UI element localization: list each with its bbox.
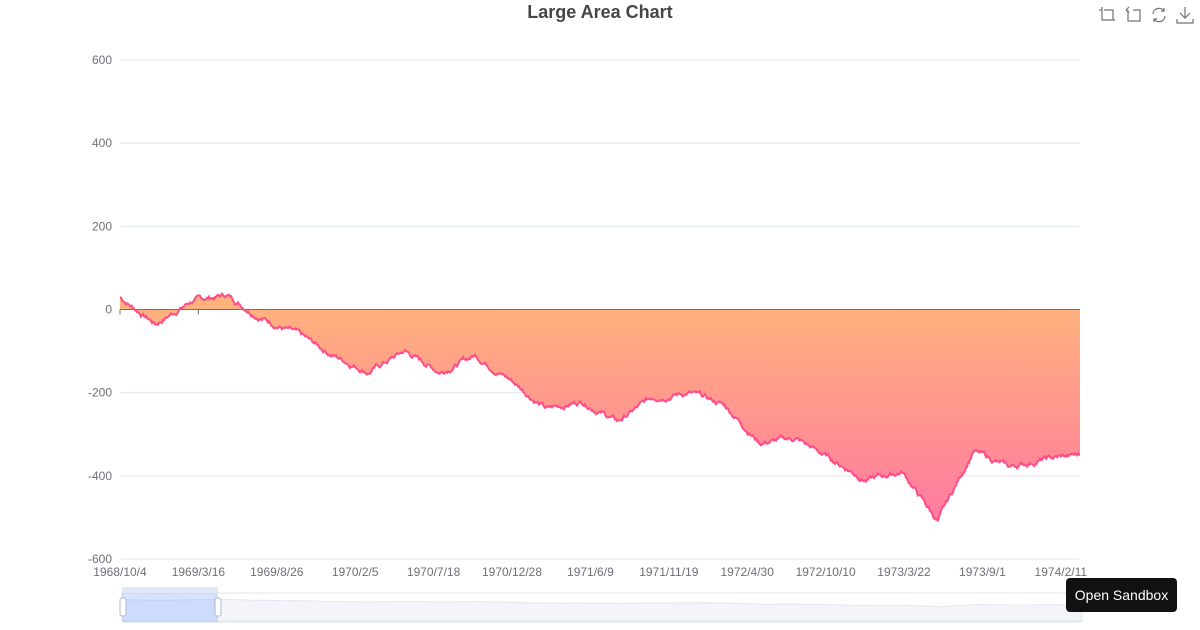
x-tick-label: 1971/6/9 bbox=[567, 565, 614, 579]
x-tick-label: 1969/8/26 bbox=[250, 565, 304, 579]
x-tick-label: 1968/10/4 bbox=[93, 565, 147, 579]
x-tick-label: 1970/12/28 bbox=[482, 565, 542, 579]
y-axis: 600 400 200 0 -200 -400 -600 bbox=[88, 53, 112, 566]
x-tick-label: 1972/4/30 bbox=[721, 565, 775, 579]
data-zoom-handle-end[interactable] bbox=[214, 597, 222, 617]
x-tick-label: 1973/3/22 bbox=[877, 565, 931, 579]
y-tick-label: -200 bbox=[88, 386, 112, 400]
y-tick-label: -400 bbox=[88, 469, 112, 483]
x-tick-label: 1969/3/16 bbox=[172, 565, 226, 579]
zoom-reset-icon[interactable] bbox=[1124, 6, 1142, 24]
data-zoom-selection[interactable] bbox=[122, 593, 218, 622]
data-zoom-slider[interactable] bbox=[119, 587, 1083, 623]
y-tick-label: 200 bbox=[92, 219, 112, 233]
restore-icon[interactable] bbox=[1150, 6, 1168, 24]
x-tick-label: 1973/9/1 bbox=[959, 565, 1006, 579]
x-tick-label: 1970/2/5 bbox=[332, 565, 379, 579]
x-tick-label: 1970/7/18 bbox=[407, 565, 461, 579]
download-icon[interactable] bbox=[1176, 6, 1194, 24]
chart-title: Large Area Chart bbox=[527, 2, 673, 22]
y-tick-label: -600 bbox=[88, 552, 112, 566]
data-zoom-handle-start[interactable] bbox=[119, 597, 127, 617]
y-tick-label: 400 bbox=[92, 136, 112, 150]
data-zoom-move-handle[interactable] bbox=[122, 587, 218, 593]
data-zoom-preview bbox=[121, 599, 1083, 622]
series-line bbox=[119, 292, 1080, 522]
zoom-icon[interactable] bbox=[1098, 6, 1116, 24]
x-tick-label: 1971/11/19 bbox=[639, 565, 698, 579]
y-tick-label: 0 bbox=[105, 303, 112, 317]
toolbox bbox=[1098, 6, 1194, 24]
y-tick-label: 600 bbox=[92, 53, 112, 67]
x-tick-label: 1974/2/11 bbox=[1035, 565, 1088, 579]
x-axis: 1968/10/4 1969/3/16 1969/8/26 1970/2/5 1970/… bbox=[93, 309, 1088, 579]
open-sandbox-button[interactable]: Open Sandbox bbox=[1066, 578, 1177, 612]
x-tick-label: 1972/10/10 bbox=[796, 565, 856, 579]
area-fill bbox=[120, 293, 1080, 521]
